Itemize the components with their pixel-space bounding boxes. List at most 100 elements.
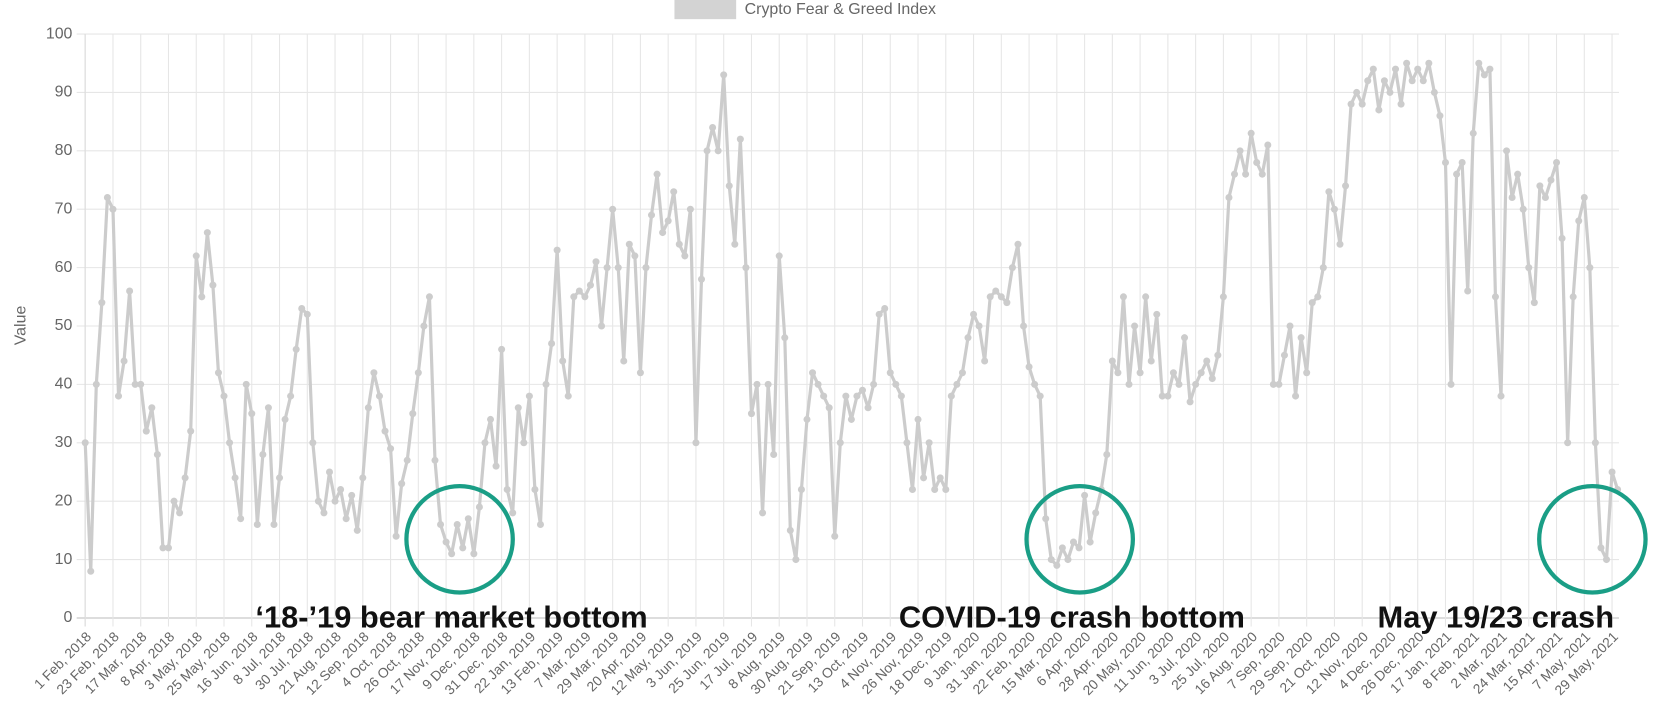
data-point [1325, 188, 1333, 196]
data-point [831, 532, 839, 540]
data-point [870, 380, 878, 388]
data-point [1303, 369, 1311, 377]
data-point [248, 410, 256, 418]
data-point [609, 205, 617, 213]
data-point [148, 404, 156, 412]
data-point [170, 497, 178, 505]
data-point [797, 485, 805, 494]
data-point [1297, 334, 1305, 342]
data-point [1280, 351, 1288, 359]
annotation: May 19/23 crash [1378, 600, 1615, 635]
data-point [1181, 334, 1189, 342]
data-point [697, 275, 706, 283]
data-point [1519, 205, 1527, 213]
data-point [536, 521, 544, 529]
data-point [98, 299, 106, 307]
data-point [253, 521, 261, 529]
data-point [1458, 158, 1466, 167]
data-point [970, 310, 978, 318]
data-point [625, 240, 633, 248]
data-point [481, 439, 489, 447]
data-point [675, 240, 683, 248]
data-point [1602, 556, 1611, 564]
y-tick-label: 70 [55, 200, 73, 217]
data-point [1275, 380, 1283, 388]
data-point [398, 480, 406, 488]
data-point [1464, 287, 1472, 295]
data-point [1314, 293, 1322, 301]
data-point [1225, 194, 1233, 202]
data-point [303, 310, 311, 318]
data-point [1047, 556, 1055, 564]
annotation: ‘18-’19 bear market bottom [255, 600, 647, 635]
data-point [192, 252, 200, 260]
data-point [486, 415, 495, 423]
data-point [1286, 322, 1294, 330]
data-point [553, 246, 561, 254]
data-point [1419, 77, 1427, 85]
data-point [1020, 322, 1028, 330]
data-point [1175, 380, 1183, 388]
data-point [892, 380, 900, 388]
data-point [109, 205, 117, 213]
data-point [1569, 293, 1577, 301]
data-point [331, 497, 339, 505]
y-tick-label: 100 [46, 25, 73, 42]
data-point [1480, 71, 1488, 79]
data-point [864, 404, 872, 412]
data-point [464, 515, 472, 523]
data-point [531, 485, 539, 494]
data-point [942, 485, 950, 494]
data-point [292, 345, 300, 353]
data-point [453, 521, 461, 529]
data-point [1541, 194, 1549, 202]
data-point [1564, 439, 1572, 447]
data-point [1430, 88, 1438, 96]
data-point [425, 293, 433, 301]
data-point [220, 392, 228, 400]
data-point [1053, 561, 1061, 569]
data-point [1092, 509, 1100, 517]
data-point [786, 526, 794, 534]
data-point [287, 392, 295, 400]
data-point [209, 281, 217, 289]
data-point [825, 404, 833, 412]
data-point [1375, 106, 1383, 114]
data-point [442, 538, 450, 546]
y-tick-label: 30 [55, 434, 73, 451]
data-point [520, 439, 528, 447]
data-point [1497, 392, 1505, 400]
y-tick-label: 50 [55, 317, 73, 334]
y-tick-label: 20 [55, 492, 73, 509]
data-point [231, 474, 239, 482]
data-point [1086, 538, 1094, 546]
data-point [448, 550, 456, 558]
data-point [181, 474, 189, 482]
y-tick-label: 80 [55, 142, 73, 159]
data-point [1358, 100, 1366, 108]
data-point [1486, 65, 1494, 73]
data-point [586, 281, 594, 289]
data-point [1336, 240, 1344, 248]
data-point [126, 287, 134, 295]
data-point [364, 404, 372, 412]
data-point [603, 264, 611, 272]
data-point [1158, 392, 1166, 400]
data-point [87, 567, 95, 575]
data-point [731, 240, 739, 248]
data-point [142, 427, 150, 435]
data-point [1347, 100, 1355, 108]
data-point [742, 264, 750, 272]
data-point [620, 357, 628, 365]
data-point [514, 404, 522, 412]
data-point [475, 503, 483, 511]
data-point [375, 392, 383, 400]
data-point [1081, 491, 1089, 499]
data-point [242, 380, 250, 388]
data-point [548, 340, 556, 348]
highlight-circle [1537, 483, 1648, 595]
data-point [614, 264, 622, 272]
data-point [1397, 100, 1405, 108]
data-point [403, 456, 411, 464]
